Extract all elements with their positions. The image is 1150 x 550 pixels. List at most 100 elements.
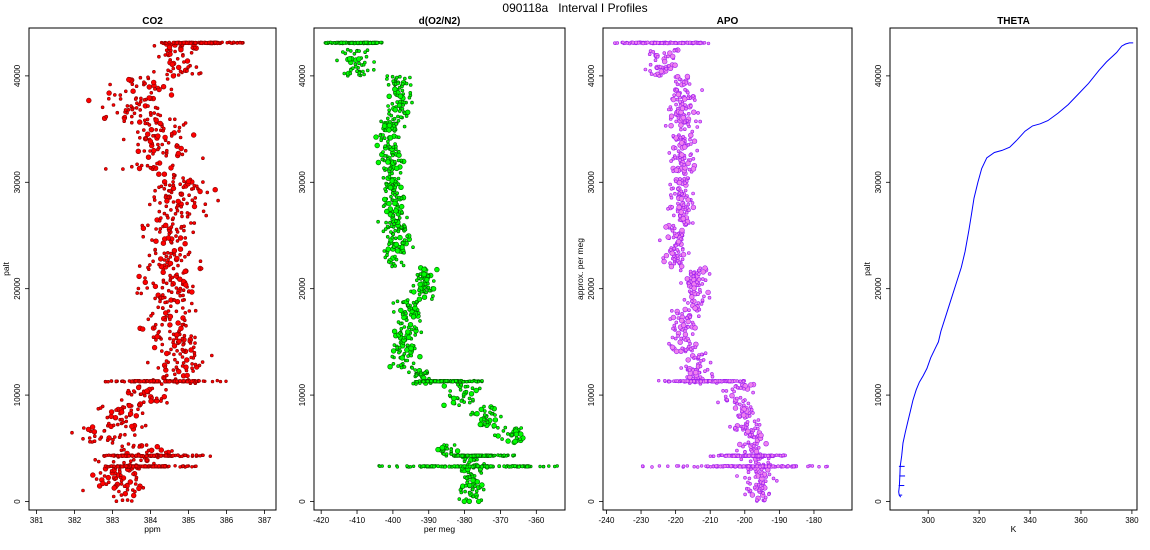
data-point [424,290,429,295]
data-point [160,83,167,90]
data-point [698,379,703,384]
data-point [181,306,185,310]
data-point [693,355,698,360]
data-point [89,424,96,430]
data-point [678,268,683,273]
data-point [741,444,745,449]
data-point [387,464,391,469]
data-point [702,294,706,299]
data-point [171,180,175,184]
data-point [138,108,142,112]
data-point [181,197,186,201]
data-point [806,464,810,469]
data-point [455,464,460,469]
data-point [680,327,685,332]
data-point [640,464,645,468]
data-point [372,60,376,64]
data-point [122,405,127,410]
data-point [430,297,434,301]
data-point [201,156,205,160]
data-point [667,50,673,56]
data-point [139,392,143,397]
data-point [178,465,182,469]
data-point [685,90,690,95]
data-point [721,388,725,393]
data-point [681,135,686,139]
data-point [691,191,695,196]
data-point [143,121,148,126]
data-point [432,464,437,469]
data-point [480,379,484,383]
data-point [680,247,685,252]
data-point [488,410,492,415]
data-point [657,464,662,468]
data-point [191,132,197,138]
data-point [729,393,735,399]
data-point [691,109,697,115]
data-point [200,360,205,364]
data-point [675,254,680,258]
data-point [398,307,404,314]
data-point [185,69,189,73]
data-point [390,171,394,176]
data-point [185,464,189,468]
data-point [746,470,751,475]
data-point [669,159,673,163]
data-point [167,40,171,45]
data-point [766,460,771,465]
data-point [362,60,367,65]
data-point [653,58,658,63]
data-point [385,159,391,165]
data-point [162,134,168,141]
y-tick-label: 0 [587,499,596,504]
panel-title: d(O2/N2) [419,16,461,27]
data-point [677,260,682,265]
data-point [180,336,185,341]
plot-frame [28,27,277,511]
data-point [689,299,694,304]
data-point [183,453,187,457]
data-point [431,294,435,298]
data-point [499,414,503,419]
data-point [156,171,162,177]
data-point [160,285,165,290]
x-tick-label: -200 [737,516,754,525]
data-point [675,91,682,98]
data-point [673,348,680,355]
data-point [703,351,708,356]
data-point [776,464,781,469]
data-point [155,161,159,166]
data-point [489,405,494,410]
data-point [697,307,702,312]
data-point [190,198,195,202]
data-point [755,498,759,503]
data-point [148,126,155,133]
x-tick-label: 381 [30,516,44,525]
data-point [137,445,141,449]
data-point [692,369,699,376]
data-point [151,259,155,264]
data-point [746,464,751,469]
data-point [382,249,387,253]
data-point [118,433,123,437]
data-point [134,106,139,110]
data-point [142,128,146,132]
y-axis-label: palt [862,262,872,276]
data-point [149,313,153,318]
data-point [130,107,135,112]
data-point [688,132,694,139]
data-point [146,84,153,90]
data-point [383,227,388,231]
data-point [208,454,213,458]
data-point [688,142,693,146]
data-point [707,272,712,276]
data-point [392,343,397,347]
data-point [390,354,395,359]
panel-0: CO2 381 382 383 384 385 386 387 0 10000 20000 30000… [1,16,277,534]
data-point [198,454,202,458]
data-point [126,442,131,446]
data-point [171,338,176,342]
data-point [668,248,673,252]
data-point [163,379,168,384]
data-point [466,498,472,504]
